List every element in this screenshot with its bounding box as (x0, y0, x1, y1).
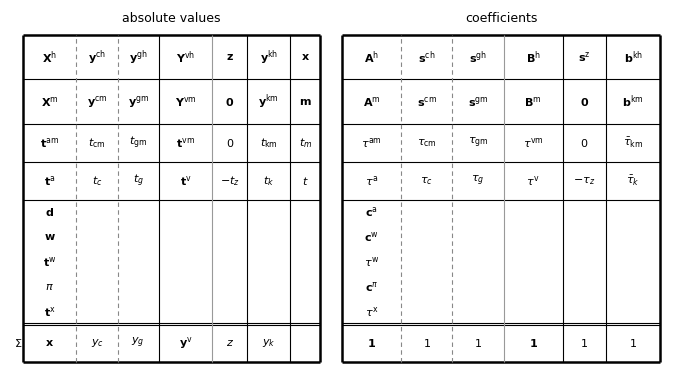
Text: $\tau^\mathrm{vm}$: $\tau^\mathrm{vm}$ (523, 136, 544, 150)
Text: $\mathbf{y}^\mathrm{cm}$: $\mathbf{y}^\mathrm{cm}$ (87, 94, 107, 110)
Text: $\mathbf{X}^\mathrm{h}$: $\mathbf{X}^\mathrm{h}$ (42, 49, 57, 65)
Text: $\mathbf{t}^\mathrm{x}$: $\mathbf{t}^\mathrm{x}$ (44, 305, 55, 319)
Text: $y_c$: $y_c$ (91, 337, 103, 349)
Text: $\mathbf{Y}^\mathrm{vm}$: $\mathbf{Y}^\mathrm{vm}$ (174, 95, 197, 109)
Text: $\bar{\tau}_\mathrm{km}$: $\bar{\tau}_\mathrm{km}$ (623, 136, 644, 150)
Text: $t_\mathrm{cm}$: $t_\mathrm{cm}$ (89, 136, 106, 150)
Text: $\mathbf{x}$: $\mathbf{x}$ (45, 338, 54, 348)
Text: $\mathbf{0}$: $\mathbf{0}$ (580, 96, 589, 108)
Text: $\mathbf{b}^\mathrm{km}$: $\mathbf{b}^\mathrm{km}$ (623, 93, 644, 110)
Text: $\mathbf{B}^\mathrm{m}$: $\mathbf{B}^\mathrm{m}$ (525, 95, 542, 109)
Text: $\tau^\mathrm{a}$: $\tau^\mathrm{a}$ (365, 174, 378, 188)
Text: $\mathbf{s}^\mathrm{gm}$: $\mathbf{s}^\mathrm{gm}$ (468, 95, 488, 109)
Text: $\mathbf{0}$: $\mathbf{0}$ (225, 96, 235, 108)
Text: $\mathbf{t}^\mathrm{am}$: $\mathbf{t}^\mathrm{am}$ (40, 136, 59, 150)
Text: $\mathbf{y}^\mathrm{v}$: $\mathbf{y}^\mathrm{v}$ (178, 335, 193, 351)
Text: $\mathbf{1}$: $\mathbf{1}$ (367, 337, 376, 349)
Text: $\mathbf{t}^\mathrm{v}$: $\mathbf{t}^\mathrm{v}$ (180, 174, 191, 188)
Text: $\mathbf{1}$: $\mathbf{1}$ (529, 337, 537, 349)
Text: $\mathbf{s}^\mathrm{gh}$: $\mathbf{s}^\mathrm{gh}$ (469, 49, 487, 65)
Text: $\mathbf{y}^\mathrm{ch}$: $\mathbf{y}^\mathrm{ch}$ (88, 48, 106, 66)
Bar (342, 35, 660, 362)
Text: absolute values: absolute values (122, 11, 221, 24)
Text: $t_g$: $t_g$ (132, 173, 144, 189)
Text: $\tau^\mathrm{w}$: $\tau^\mathrm{w}$ (364, 255, 379, 269)
Text: $0$: $0$ (580, 137, 589, 149)
Text: $\tau_g$: $\tau_g$ (471, 174, 485, 188)
Text: $\mathbf{c}^{\pi}$: $\mathbf{c}^{\pi}$ (365, 280, 379, 294)
Text: $\mathbf{t}^\mathrm{vm}$: $\mathbf{t}^\mathrm{vm}$ (176, 136, 195, 150)
Text: $\mathbf{w}$: $\mathbf{w}$ (44, 232, 55, 242)
Text: $\mathbf{s}^\mathrm{z}$: $\mathbf{s}^\mathrm{z}$ (578, 50, 591, 64)
Text: $1$: $1$ (629, 337, 637, 349)
Text: $\tau^\mathrm{v}$: $\tau^\mathrm{v}$ (527, 174, 540, 188)
Text: $\mathbf{c}^\mathrm{a}$: $\mathbf{c}^\mathrm{a}$ (365, 205, 378, 219)
Text: $-t_z$: $-t_z$ (220, 174, 240, 188)
Text: $\mathbf{y}^\mathrm{gm}$: $\mathbf{y}^\mathrm{gm}$ (128, 94, 149, 110)
Text: $\mathbf{t}^\mathrm{a}$: $\mathbf{t}^\mathrm{a}$ (44, 174, 55, 188)
Text: $\bar{\tau}_k$: $\bar{\tau}_k$ (626, 174, 640, 188)
Text: $\mathbf{b}^\mathrm{kh}$: $\mathbf{b}^\mathrm{kh}$ (623, 49, 643, 65)
Text: $\pi$: $\pi$ (45, 282, 54, 292)
Text: $y_k$: $y_k$ (262, 337, 276, 349)
Text: $\mathbf{y}^\mathrm{km}$: $\mathbf{y}^\mathrm{km}$ (258, 92, 279, 111)
Text: $t_m$: $t_m$ (299, 136, 312, 150)
Text: $\mathbf{Y}^\mathrm{vh}$: $\mathbf{Y}^\mathrm{vh}$ (176, 49, 195, 65)
Text: $t_\mathrm{gm}$: $t_\mathrm{gm}$ (129, 135, 147, 151)
Text: $1$: $1$ (581, 337, 588, 349)
Text: $\mathbf{c}^\mathrm{w}$: $\mathbf{c}^\mathrm{w}$ (364, 230, 379, 244)
Text: $\mathbf{s}^\mathrm{cm}$: $\mathbf{s}^\mathrm{cm}$ (416, 95, 437, 109)
Text: $\Sigma$: $\Sigma$ (14, 337, 22, 349)
Text: $1$: $1$ (474, 337, 482, 349)
Text: $\tau_\mathrm{cm}$: $\tau_\mathrm{cm}$ (416, 137, 437, 149)
Text: $\mathbf{s}^\mathrm{ch}$: $\mathbf{s}^\mathrm{ch}$ (418, 49, 435, 65)
Text: $t_k$: $t_k$ (263, 174, 274, 188)
Text: coefficients: coefficients (465, 11, 537, 24)
Text: $\mathbf{y}^\mathrm{gh}$: $\mathbf{y}^\mathrm{gh}$ (129, 48, 147, 66)
Text: $\mathbf{A}^\mathrm{h}$: $\mathbf{A}^\mathrm{h}$ (364, 49, 379, 65)
Text: $\mathbf{m}$: $\mathbf{m}$ (299, 97, 312, 107)
Text: $\tau_c$: $\tau_c$ (420, 175, 433, 187)
Text: $\mathbf{X}^\mathrm{m}$: $\mathbf{X}^\mathrm{m}$ (41, 95, 59, 109)
Text: $-\tau_z$: $-\tau_z$ (573, 175, 596, 187)
Text: $\mathbf{A}^\mathrm{m}$: $\mathbf{A}^\mathrm{m}$ (362, 95, 381, 109)
Text: $\tau^\mathrm{x}$: $\tau^\mathrm{x}$ (365, 305, 379, 319)
Text: $\mathbf{d}$: $\mathbf{d}$ (45, 206, 54, 218)
Text: $\mathbf{x}$: $\mathbf{x}$ (301, 52, 310, 62)
Text: $\mathbf{t}^\mathrm{w}$: $\mathbf{t}^\mathrm{w}$ (43, 255, 57, 269)
Text: $z$: $z$ (226, 338, 234, 348)
Text: $1$: $1$ (422, 337, 431, 349)
Text: $t_c$: $t_c$ (92, 174, 102, 188)
Text: $\mathbf{z}$: $\mathbf{z}$ (226, 52, 234, 62)
Text: $t_\mathrm{km}$: $t_\mathrm{km}$ (260, 136, 278, 150)
Text: $\tau_\mathrm{gm}$: $\tau_\mathrm{gm}$ (468, 136, 488, 150)
Text: $\mathbf{B}^\mathrm{h}$: $\mathbf{B}^\mathrm{h}$ (525, 49, 541, 65)
Bar (23, 35, 320, 362)
Text: $t$: $t$ (302, 175, 308, 187)
Text: $\mathbf{y}^\mathrm{kh}$: $\mathbf{y}^\mathrm{kh}$ (260, 48, 278, 66)
Text: $y_g$: $y_g$ (131, 336, 145, 350)
Text: $\tau^\mathrm{am}$: $\tau^\mathrm{am}$ (361, 136, 382, 150)
Text: $0$: $0$ (226, 137, 234, 149)
